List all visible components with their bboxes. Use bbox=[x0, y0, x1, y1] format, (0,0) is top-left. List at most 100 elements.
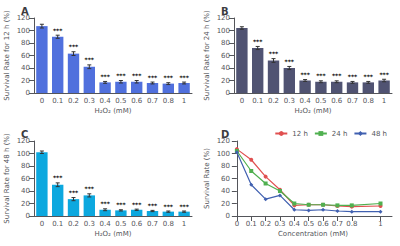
svg-text:***: *** bbox=[332, 72, 342, 79]
svg-text:0.1: 0.1 bbox=[246, 220, 257, 228]
svg-text:***: *** bbox=[179, 203, 189, 210]
svg-text:0.4: 0.4 bbox=[100, 97, 112, 105]
svg-text:B: B bbox=[221, 6, 229, 17]
svg-text:0.6: 0.6 bbox=[131, 97, 143, 105]
svg-text:***: *** bbox=[85, 56, 95, 63]
svg-text:0: 0 bbox=[26, 89, 30, 97]
svg-text:0.6: 0.6 bbox=[131, 220, 143, 228]
svg-text:***: *** bbox=[148, 202, 158, 209]
svg-text:0.7: 0.7 bbox=[347, 97, 358, 105]
svg-text:0.7: 0.7 bbox=[332, 220, 343, 228]
svg-text:0.7: 0.7 bbox=[147, 97, 158, 105]
svg-text:***: *** bbox=[269, 50, 279, 57]
svg-text:***: *** bbox=[379, 71, 389, 78]
svg-text:12 h: 12 h bbox=[292, 130, 308, 138]
svg-text:1: 1 bbox=[182, 97, 186, 105]
svg-text:0.2: 0.2 bbox=[68, 97, 79, 105]
svg-text:C: C bbox=[21, 129, 28, 140]
svg-text:0: 0 bbox=[40, 220, 44, 228]
svg-text:0.3: 0.3 bbox=[284, 97, 295, 105]
svg-text:Concentration (mM): Concentration (mM) bbox=[278, 230, 348, 238]
svg-text:0.2: 0.2 bbox=[268, 97, 279, 105]
svg-text:Survival Rate (%): Survival Rate (%) bbox=[203, 148, 211, 209]
svg-text:24 h: 24 h bbox=[332, 130, 348, 138]
svg-text:0.4: 0.4 bbox=[100, 220, 112, 228]
svg-text:0.5: 0.5 bbox=[115, 97, 126, 105]
svg-text:***: *** bbox=[53, 27, 63, 34]
svg-text:0: 0 bbox=[40, 97, 44, 105]
svg-text:60: 60 bbox=[221, 52, 230, 60]
svg-text:***: *** bbox=[300, 71, 310, 78]
svg-text:0: 0 bbox=[226, 89, 230, 97]
svg-text:80: 80 bbox=[221, 39, 230, 47]
svg-text:60: 60 bbox=[21, 52, 30, 60]
svg-text:D: D bbox=[221, 129, 229, 140]
svg-text:***: *** bbox=[164, 203, 174, 210]
svg-text:60: 60 bbox=[21, 175, 30, 183]
svg-text:0.8: 0.8 bbox=[363, 97, 374, 105]
svg-text:***: *** bbox=[132, 201, 142, 208]
svg-text:0.2: 0.2 bbox=[68, 220, 79, 228]
svg-text:20: 20 bbox=[221, 200, 230, 208]
svg-text:***: *** bbox=[69, 43, 79, 50]
svg-text:80: 80 bbox=[221, 162, 230, 170]
svg-text:***: *** bbox=[285, 58, 295, 65]
svg-text:0.5: 0.5 bbox=[115, 220, 126, 228]
svg-text:A: A bbox=[21, 6, 29, 17]
svg-text:***: *** bbox=[85, 185, 95, 192]
svg-text:40: 40 bbox=[21, 64, 30, 72]
svg-text:0.6: 0.6 bbox=[331, 97, 343, 105]
svg-text:***: *** bbox=[69, 189, 79, 196]
svg-text:20: 20 bbox=[21, 77, 30, 85]
svg-text:100: 100 bbox=[17, 27, 30, 35]
svg-text:***: *** bbox=[116, 201, 126, 208]
svg-text:40: 40 bbox=[221, 187, 230, 195]
svg-text:Survival Rate for 48 h (%): Survival Rate for 48 h (%) bbox=[3, 133, 11, 224]
svg-text:0.2: 0.2 bbox=[260, 220, 271, 228]
svg-text:***: *** bbox=[148, 74, 158, 81]
svg-text:***: *** bbox=[364, 73, 374, 80]
svg-text:***: *** bbox=[132, 72, 142, 79]
svg-text:0.1: 0.1 bbox=[252, 97, 263, 105]
svg-text:0.8: 0.8 bbox=[346, 220, 357, 228]
svg-text:***: *** bbox=[179, 74, 189, 81]
svg-text:20: 20 bbox=[21, 200, 30, 208]
svg-text:0.3: 0.3 bbox=[84, 97, 95, 105]
svg-text:***: *** bbox=[100, 200, 110, 207]
svg-text:0: 0 bbox=[240, 97, 244, 105]
svg-text:100: 100 bbox=[217, 150, 230, 158]
svg-text:0.4: 0.4 bbox=[300, 97, 312, 105]
svg-text:0.6: 0.6 bbox=[317, 220, 329, 228]
svg-text:***: *** bbox=[348, 73, 358, 80]
svg-text:1: 1 bbox=[382, 97, 386, 105]
svg-text:0.8: 0.8 bbox=[163, 97, 174, 105]
svg-text:0.3: 0.3 bbox=[274, 220, 285, 228]
svg-text:H₂O₂ (mM): H₂O₂ (mM) bbox=[295, 107, 332, 115]
svg-text:1: 1 bbox=[182, 220, 186, 228]
svg-text:0.5: 0.5 bbox=[315, 97, 326, 105]
svg-text:80: 80 bbox=[21, 39, 30, 47]
svg-text:***: *** bbox=[100, 73, 110, 80]
svg-text:Survival Rate for 24 h (%): Survival Rate for 24 h (%) bbox=[203, 10, 211, 101]
svg-text:100: 100 bbox=[217, 27, 230, 35]
svg-text:0: 0 bbox=[26, 212, 30, 220]
svg-text:***: *** bbox=[316, 72, 326, 79]
svg-text:20: 20 bbox=[221, 77, 230, 85]
svg-text:48 h: 48 h bbox=[371, 130, 387, 138]
svg-text:0.4: 0.4 bbox=[289, 220, 301, 228]
svg-text:***: *** bbox=[253, 38, 263, 45]
svg-text:0.3: 0.3 bbox=[84, 220, 95, 228]
svg-text:0: 0 bbox=[235, 220, 239, 228]
svg-text:0.8: 0.8 bbox=[163, 220, 174, 228]
svg-text:0.1: 0.1 bbox=[52, 220, 63, 228]
svg-text:100: 100 bbox=[17, 150, 30, 158]
svg-text:***: *** bbox=[53, 174, 63, 181]
svg-text:***: *** bbox=[116, 72, 126, 79]
svg-text:Survival Rate for 12 h (%): Survival Rate for 12 h (%) bbox=[3, 10, 11, 101]
svg-text:H₂O₂ (mM): H₂O₂ (mM) bbox=[95, 107, 132, 115]
svg-text:1: 1 bbox=[378, 220, 382, 228]
svg-text:0.1: 0.1 bbox=[52, 97, 63, 105]
svg-text:0.5: 0.5 bbox=[303, 220, 314, 228]
svg-text:60: 60 bbox=[221, 175, 230, 183]
svg-text:80: 80 bbox=[21, 162, 30, 170]
